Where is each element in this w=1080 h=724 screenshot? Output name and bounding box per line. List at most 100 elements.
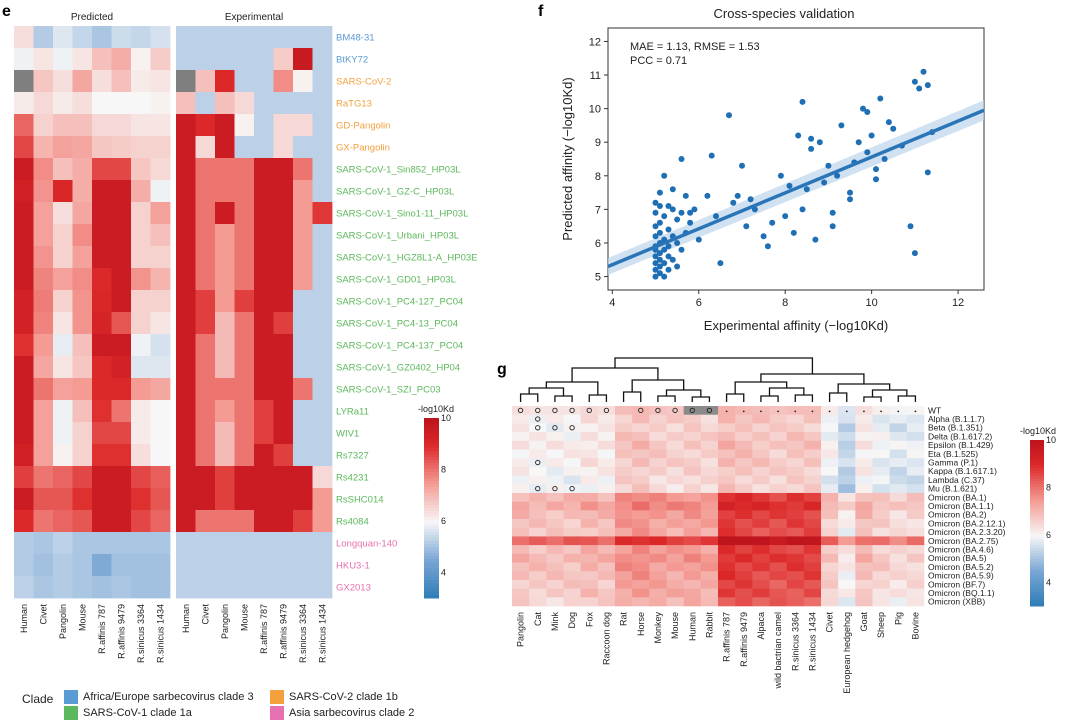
heatmap-cell	[735, 562, 753, 572]
heatmap-cell	[176, 268, 196, 291]
column-label: R.sinicus 1434	[317, 604, 327, 663]
heatmap-cell	[195, 180, 216, 203]
heatmap-cell	[512, 484, 530, 494]
heatmap-cell	[529, 423, 547, 433]
heatmap-cell	[33, 488, 54, 511]
heatmap-cell	[293, 70, 313, 93]
column-label: Mouse	[239, 604, 249, 631]
heatmap-cell	[273, 576, 294, 599]
colorbar-segment	[1030, 520, 1044, 524]
heatmap-cell	[649, 406, 667, 415]
heatmap-cell	[666, 414, 684, 424]
heatmap-cell	[92, 114, 112, 137]
heatmap-cell	[821, 510, 839, 520]
colorbar-segment	[1030, 445, 1044, 449]
scatter-point	[708, 152, 715, 159]
heatmap-cell	[512, 501, 530, 511]
heatmap-cell	[234, 92, 255, 115]
heatmap-cell	[111, 488, 132, 511]
colorbar-segment	[1030, 592, 1044, 596]
scatter-point	[682, 192, 689, 199]
heatmap-cell	[546, 553, 564, 563]
heatmap-cell	[649, 519, 667, 529]
heatmap-cell	[700, 501, 719, 511]
heatmap-cell	[293, 114, 313, 137]
colorbar-segment	[424, 475, 439, 479]
heatmap-cell	[615, 536, 633, 546]
heatmap-cell	[632, 432, 650, 442]
heatmap-cell	[666, 545, 684, 555]
heatmap-cell	[597, 475, 616, 485]
heatmap-cell	[580, 597, 599, 607]
heatmap-cell	[563, 553, 581, 563]
heatmap-cell	[786, 492, 805, 502]
colorbar-segment	[1030, 470, 1044, 474]
heatmap-cell	[131, 114, 151, 137]
colorbar-segment	[1030, 448, 1044, 452]
heatmap-cell	[150, 70, 171, 93]
heatmap-cell	[131, 158, 151, 181]
heatmap-cell	[889, 423, 908, 433]
heatmap-cell	[597, 562, 616, 572]
heatmap-cell	[150, 48, 171, 71]
heatmap-cell	[872, 475, 890, 485]
heatmap-cell	[14, 378, 34, 401]
colorbar-segment	[424, 454, 439, 458]
scatter-point	[829, 209, 836, 216]
heatmap-cell	[597, 510, 616, 520]
heatmap-cell	[615, 432, 633, 442]
heatmap-cell	[597, 440, 616, 450]
heatmap-cell	[683, 484, 702, 494]
heatmap-cell	[906, 475, 925, 485]
colorbar-tick: 8	[1046, 482, 1051, 492]
colorbar-segment	[424, 466, 439, 470]
heatmap-cell	[53, 246, 73, 269]
heatmap-cell	[33, 444, 54, 467]
heatmap-cell	[92, 202, 112, 225]
colorbar-segment	[1030, 581, 1044, 585]
heatmap-cell	[234, 532, 255, 555]
heatmap-cell	[312, 334, 333, 357]
heatmap-cell	[906, 414, 925, 424]
heatmap-cell	[683, 553, 702, 563]
heatmap-cell	[14, 576, 34, 599]
heatmap-cell	[131, 202, 151, 225]
heatmap-cell	[215, 136, 235, 159]
colorbar-e: 10 8 6 4 -log10Kd	[418, 404, 454, 599]
colorbar-segment	[424, 463, 439, 467]
colorbar-segment	[1030, 594, 1044, 599]
heatmap-cell	[33, 378, 54, 401]
row-label: SARS-CoV-2	[336, 77, 391, 88]
nonsignificant-marker	[811, 410, 814, 413]
colorbar-segment	[424, 586, 439, 590]
variant-label: Omicron (BA.1.1)	[928, 501, 994, 511]
heatmap-cell	[512, 423, 530, 433]
heatmap-cell	[700, 406, 719, 415]
column-label: R.sinicus 3364	[136, 604, 146, 663]
scatter-point	[924, 82, 931, 89]
scatter-point	[656, 229, 663, 236]
heatmap-cell	[254, 312, 274, 335]
heatmap-cell	[563, 519, 581, 529]
heatmap-cell	[215, 224, 235, 247]
heatmap-cell	[632, 562, 650, 572]
x-tick-label: 8	[782, 297, 788, 309]
heatmap-cell	[53, 136, 73, 159]
heatmap-cell	[273, 158, 294, 181]
heatmap-cell	[683, 440, 702, 450]
species-label: R.affinis 787	[722, 612, 732, 662]
heatmap-cell	[803, 562, 822, 572]
heatmap-cell	[546, 562, 564, 572]
significance-marker	[706, 407, 713, 413]
heatmap-cell	[92, 92, 112, 115]
colorbar-segment	[424, 583, 439, 587]
variant-label: Delta (B.1.617.2)	[928, 431, 992, 441]
scatter-point	[652, 233, 659, 240]
heatmap-cell	[769, 519, 787, 529]
heatmap-cell	[150, 444, 171, 467]
heatmap-cell	[889, 449, 908, 459]
heatmap-cell	[683, 432, 702, 442]
heatmap-cell	[293, 26, 313, 49]
column-label: Human	[19, 604, 29, 633]
heatmap-cell	[72, 312, 93, 335]
